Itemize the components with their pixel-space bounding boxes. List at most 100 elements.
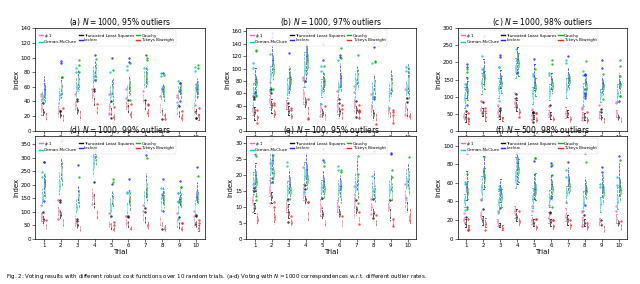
PathPatch shape bbox=[252, 107, 253, 112]
PathPatch shape bbox=[500, 187, 501, 194]
PathPatch shape bbox=[466, 183, 467, 192]
PathPatch shape bbox=[551, 181, 552, 187]
PathPatch shape bbox=[323, 78, 324, 87]
PathPatch shape bbox=[147, 111, 148, 114]
PathPatch shape bbox=[303, 189, 304, 196]
PathPatch shape bbox=[582, 113, 583, 115]
PathPatch shape bbox=[196, 191, 197, 200]
PathPatch shape bbox=[600, 91, 601, 97]
PathPatch shape bbox=[322, 111, 323, 115]
PathPatch shape bbox=[481, 184, 482, 193]
PathPatch shape bbox=[565, 214, 566, 218]
PathPatch shape bbox=[76, 84, 77, 91]
PathPatch shape bbox=[92, 93, 93, 96]
PathPatch shape bbox=[59, 181, 60, 189]
PathPatch shape bbox=[358, 218, 359, 220]
PathPatch shape bbox=[164, 115, 165, 116]
PathPatch shape bbox=[304, 63, 305, 74]
PathPatch shape bbox=[617, 91, 618, 96]
PathPatch shape bbox=[534, 77, 535, 86]
PathPatch shape bbox=[392, 222, 393, 223]
PathPatch shape bbox=[483, 168, 484, 177]
PathPatch shape bbox=[196, 83, 197, 92]
X-axis label: Trial: Trial bbox=[535, 141, 550, 147]
PathPatch shape bbox=[145, 73, 147, 81]
PathPatch shape bbox=[550, 114, 551, 116]
PathPatch shape bbox=[270, 160, 271, 173]
PathPatch shape bbox=[195, 110, 196, 112]
PathPatch shape bbox=[321, 87, 322, 93]
PathPatch shape bbox=[338, 185, 339, 193]
PathPatch shape bbox=[587, 226, 588, 228]
Y-axis label: Index: Index bbox=[13, 178, 19, 197]
PathPatch shape bbox=[126, 104, 127, 107]
PathPatch shape bbox=[515, 65, 516, 72]
Title: (a) $N = 1000$, 95% outliers: (a) $N = 1000$, 95% outliers bbox=[69, 16, 171, 28]
PathPatch shape bbox=[619, 179, 620, 190]
Text: Fig. 2: Voting results with different robust cost functions over 10 random trial: Fig. 2: Voting results with different ro… bbox=[6, 272, 428, 281]
PathPatch shape bbox=[194, 220, 195, 223]
PathPatch shape bbox=[583, 197, 584, 206]
PathPatch shape bbox=[288, 109, 289, 112]
PathPatch shape bbox=[464, 94, 465, 101]
PathPatch shape bbox=[599, 220, 600, 222]
PathPatch shape bbox=[177, 208, 179, 211]
PathPatch shape bbox=[408, 78, 410, 89]
PathPatch shape bbox=[586, 187, 587, 193]
PathPatch shape bbox=[531, 114, 532, 116]
PathPatch shape bbox=[463, 218, 464, 221]
PathPatch shape bbox=[485, 222, 486, 225]
PathPatch shape bbox=[42, 194, 43, 201]
PathPatch shape bbox=[320, 106, 321, 110]
PathPatch shape bbox=[519, 110, 520, 113]
PathPatch shape bbox=[568, 176, 569, 184]
PathPatch shape bbox=[269, 98, 270, 103]
PathPatch shape bbox=[163, 197, 164, 203]
PathPatch shape bbox=[143, 77, 145, 83]
PathPatch shape bbox=[355, 183, 356, 190]
PathPatch shape bbox=[372, 211, 374, 214]
PathPatch shape bbox=[499, 225, 500, 227]
PathPatch shape bbox=[41, 214, 42, 219]
PathPatch shape bbox=[109, 92, 111, 97]
PathPatch shape bbox=[532, 195, 533, 201]
Title: (b) $N = 1000$, 97% outliers: (b) $N = 1000$, 97% outliers bbox=[280, 16, 382, 28]
PathPatch shape bbox=[552, 82, 553, 89]
PathPatch shape bbox=[467, 188, 468, 195]
PathPatch shape bbox=[286, 204, 287, 208]
PathPatch shape bbox=[518, 167, 519, 173]
PathPatch shape bbox=[501, 80, 502, 86]
PathPatch shape bbox=[180, 86, 181, 92]
PathPatch shape bbox=[518, 60, 519, 67]
PathPatch shape bbox=[272, 55, 273, 64]
PathPatch shape bbox=[534, 183, 535, 193]
PathPatch shape bbox=[126, 221, 127, 224]
PathPatch shape bbox=[95, 69, 97, 75]
PathPatch shape bbox=[274, 111, 275, 115]
PathPatch shape bbox=[568, 74, 569, 81]
PathPatch shape bbox=[516, 105, 517, 108]
PathPatch shape bbox=[113, 229, 114, 230]
PathPatch shape bbox=[567, 218, 568, 222]
PathPatch shape bbox=[42, 94, 43, 101]
PathPatch shape bbox=[45, 226, 46, 228]
PathPatch shape bbox=[340, 77, 342, 85]
PathPatch shape bbox=[254, 109, 255, 114]
PathPatch shape bbox=[484, 74, 485, 80]
PathPatch shape bbox=[43, 110, 44, 113]
PathPatch shape bbox=[371, 205, 372, 208]
PathPatch shape bbox=[271, 195, 272, 198]
PathPatch shape bbox=[601, 117, 602, 118]
PathPatch shape bbox=[463, 114, 464, 118]
PathPatch shape bbox=[286, 103, 287, 107]
PathPatch shape bbox=[305, 198, 306, 201]
PathPatch shape bbox=[180, 199, 181, 205]
PathPatch shape bbox=[41, 105, 42, 110]
PathPatch shape bbox=[481, 80, 482, 86]
Y-axis label: Index: Index bbox=[436, 178, 442, 197]
PathPatch shape bbox=[569, 183, 570, 191]
PathPatch shape bbox=[603, 186, 604, 196]
PathPatch shape bbox=[307, 54, 308, 68]
PathPatch shape bbox=[44, 180, 45, 187]
PathPatch shape bbox=[406, 110, 408, 114]
